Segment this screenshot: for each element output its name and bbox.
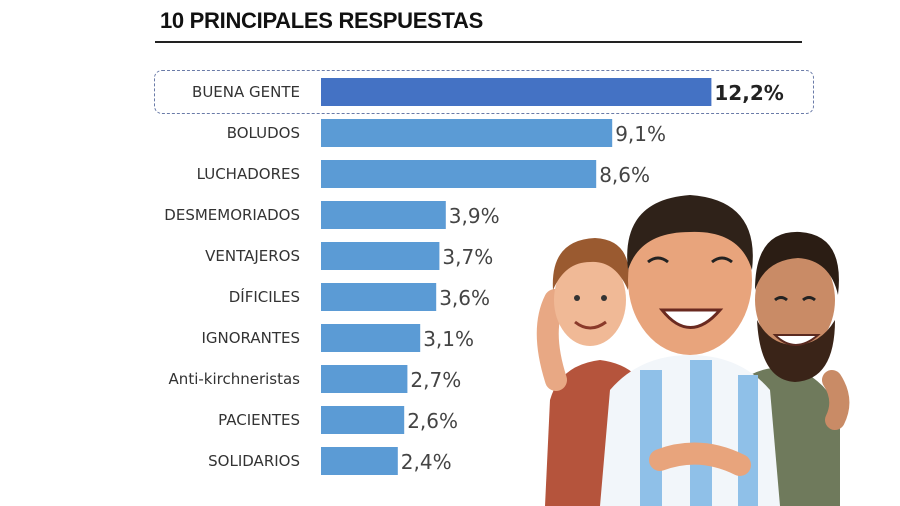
value-label: 9,1% — [615, 122, 666, 146]
category-label: VENTAJEROS — [205, 247, 300, 265]
category-label: PACIENTES — [218, 411, 300, 429]
bar-0 — [321, 78, 712, 106]
title-underline — [155, 41, 802, 43]
value-label: 3,7% — [442, 245, 493, 269]
category-label: SOLIDARIOS — [208, 452, 300, 470]
category-label: Anti-kirchneristas — [169, 370, 301, 388]
value-label: 2,6% — [407, 409, 458, 433]
category-label: DÍFICILES — [229, 287, 300, 306]
value-label: 3,1% — [423, 327, 474, 351]
bar-5 — [321, 283, 437, 311]
bar-8 — [321, 406, 405, 434]
value-label: 3,9% — [449, 204, 500, 228]
bar-6 — [321, 324, 421, 352]
bar-7 — [321, 365, 408, 393]
value-label: 2,4% — [401, 450, 452, 474]
bar-1 — [321, 119, 613, 147]
bar-9 — [321, 447, 398, 475]
category-label: LUCHADORES — [197, 165, 300, 183]
category-label: DESMEMORIADOS — [164, 206, 300, 224]
value-label: 3,6% — [439, 286, 490, 310]
chart-title: 10 PRINCIPALES RESPUESTAS — [160, 8, 483, 33]
category-label: IGNORANTES — [201, 329, 300, 347]
category-label: BUENA GENTE — [192, 83, 300, 101]
highlight-box — [154, 70, 814, 114]
value-label: 8,6% — [599, 163, 650, 187]
bar-4 — [321, 242, 440, 270]
bar-2 — [321, 160, 597, 188]
value-label: 12,2% — [714, 81, 783, 105]
category-label: BOLUDOS — [227, 124, 300, 142]
bar-3 — [321, 201, 446, 229]
value-label: 2,7% — [410, 368, 461, 392]
